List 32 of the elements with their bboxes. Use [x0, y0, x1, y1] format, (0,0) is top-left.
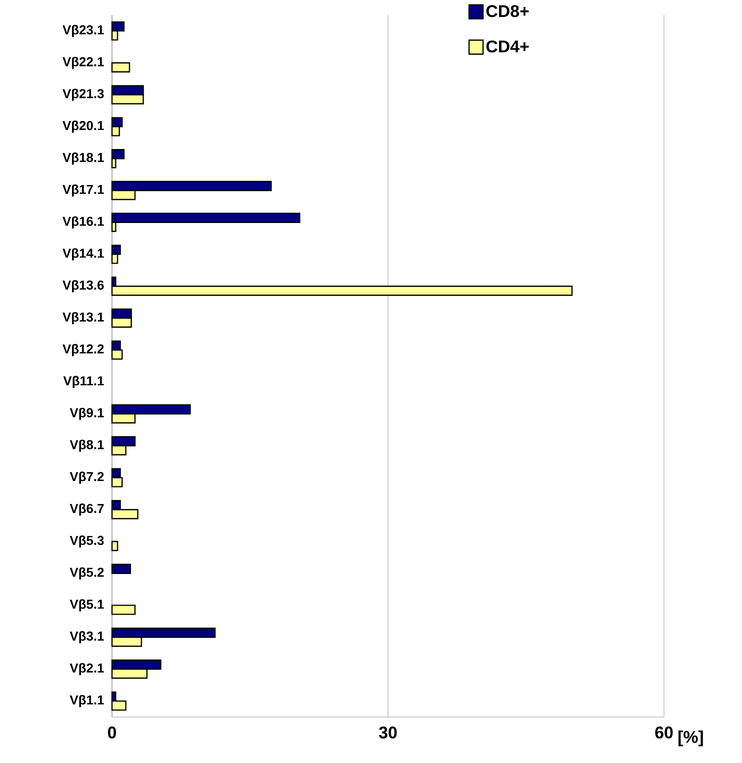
bar	[111, 62, 130, 72]
y-tick-label: Vβ16.1	[62, 216, 104, 228]
y-tick-label: Vβ5.1	[70, 599, 104, 612]
y-tick-label: Vβ12.2	[62, 344, 104, 356]
y-tick-label: Vβ17.1	[62, 184, 104, 197]
y-tick-label: Vβ22.1	[62, 56, 104, 69]
y-tick-label: Vβ6.7	[70, 504, 104, 516]
y-tick-label: Vβ8.1	[70, 440, 104, 452]
legend-label: CD8+	[486, 5, 529, 18]
x-tick-label: 30	[378, 726, 397, 739]
y-tick-label: Vβ7.2	[70, 472, 104, 484]
bar	[111, 540, 118, 552]
y-tick-label: Vβ5.2	[70, 567, 104, 580]
y-tick-label: Vβ21.3	[62, 88, 104, 101]
bar	[111, 604, 136, 615]
y-tick-label: Vβ13.6	[62, 280, 104, 292]
y-tick-label: Vβ5.3	[70, 535, 104, 548]
y-tick-label: Vβ18.1	[62, 152, 104, 165]
x-axis-title: [%]	[678, 730, 703, 746]
y-tick-label: Vβ13.1	[62, 312, 104, 324]
y-tick-label: Vβ2.1	[70, 663, 104, 676]
y-tick-label: Vβ3.1	[70, 631, 104, 644]
x-tick-label: 60	[655, 726, 673, 739]
y-tick-label: Vβ14.1	[62, 248, 104, 260]
y-tick-label: Vβ20.1	[62, 120, 104, 133]
y-tick-label: Vβ9.1	[70, 408, 104, 420]
y-tick-label: Vβ1.1	[70, 695, 104, 708]
bar	[111, 564, 131, 574]
y-tick-label: Vβ23.1	[62, 24, 104, 37]
legend-label: CD4+	[486, 40, 529, 52]
x-tick-label: 0	[108, 726, 116, 739]
y-tick-label: Vβ11.1	[63, 376, 104, 388]
